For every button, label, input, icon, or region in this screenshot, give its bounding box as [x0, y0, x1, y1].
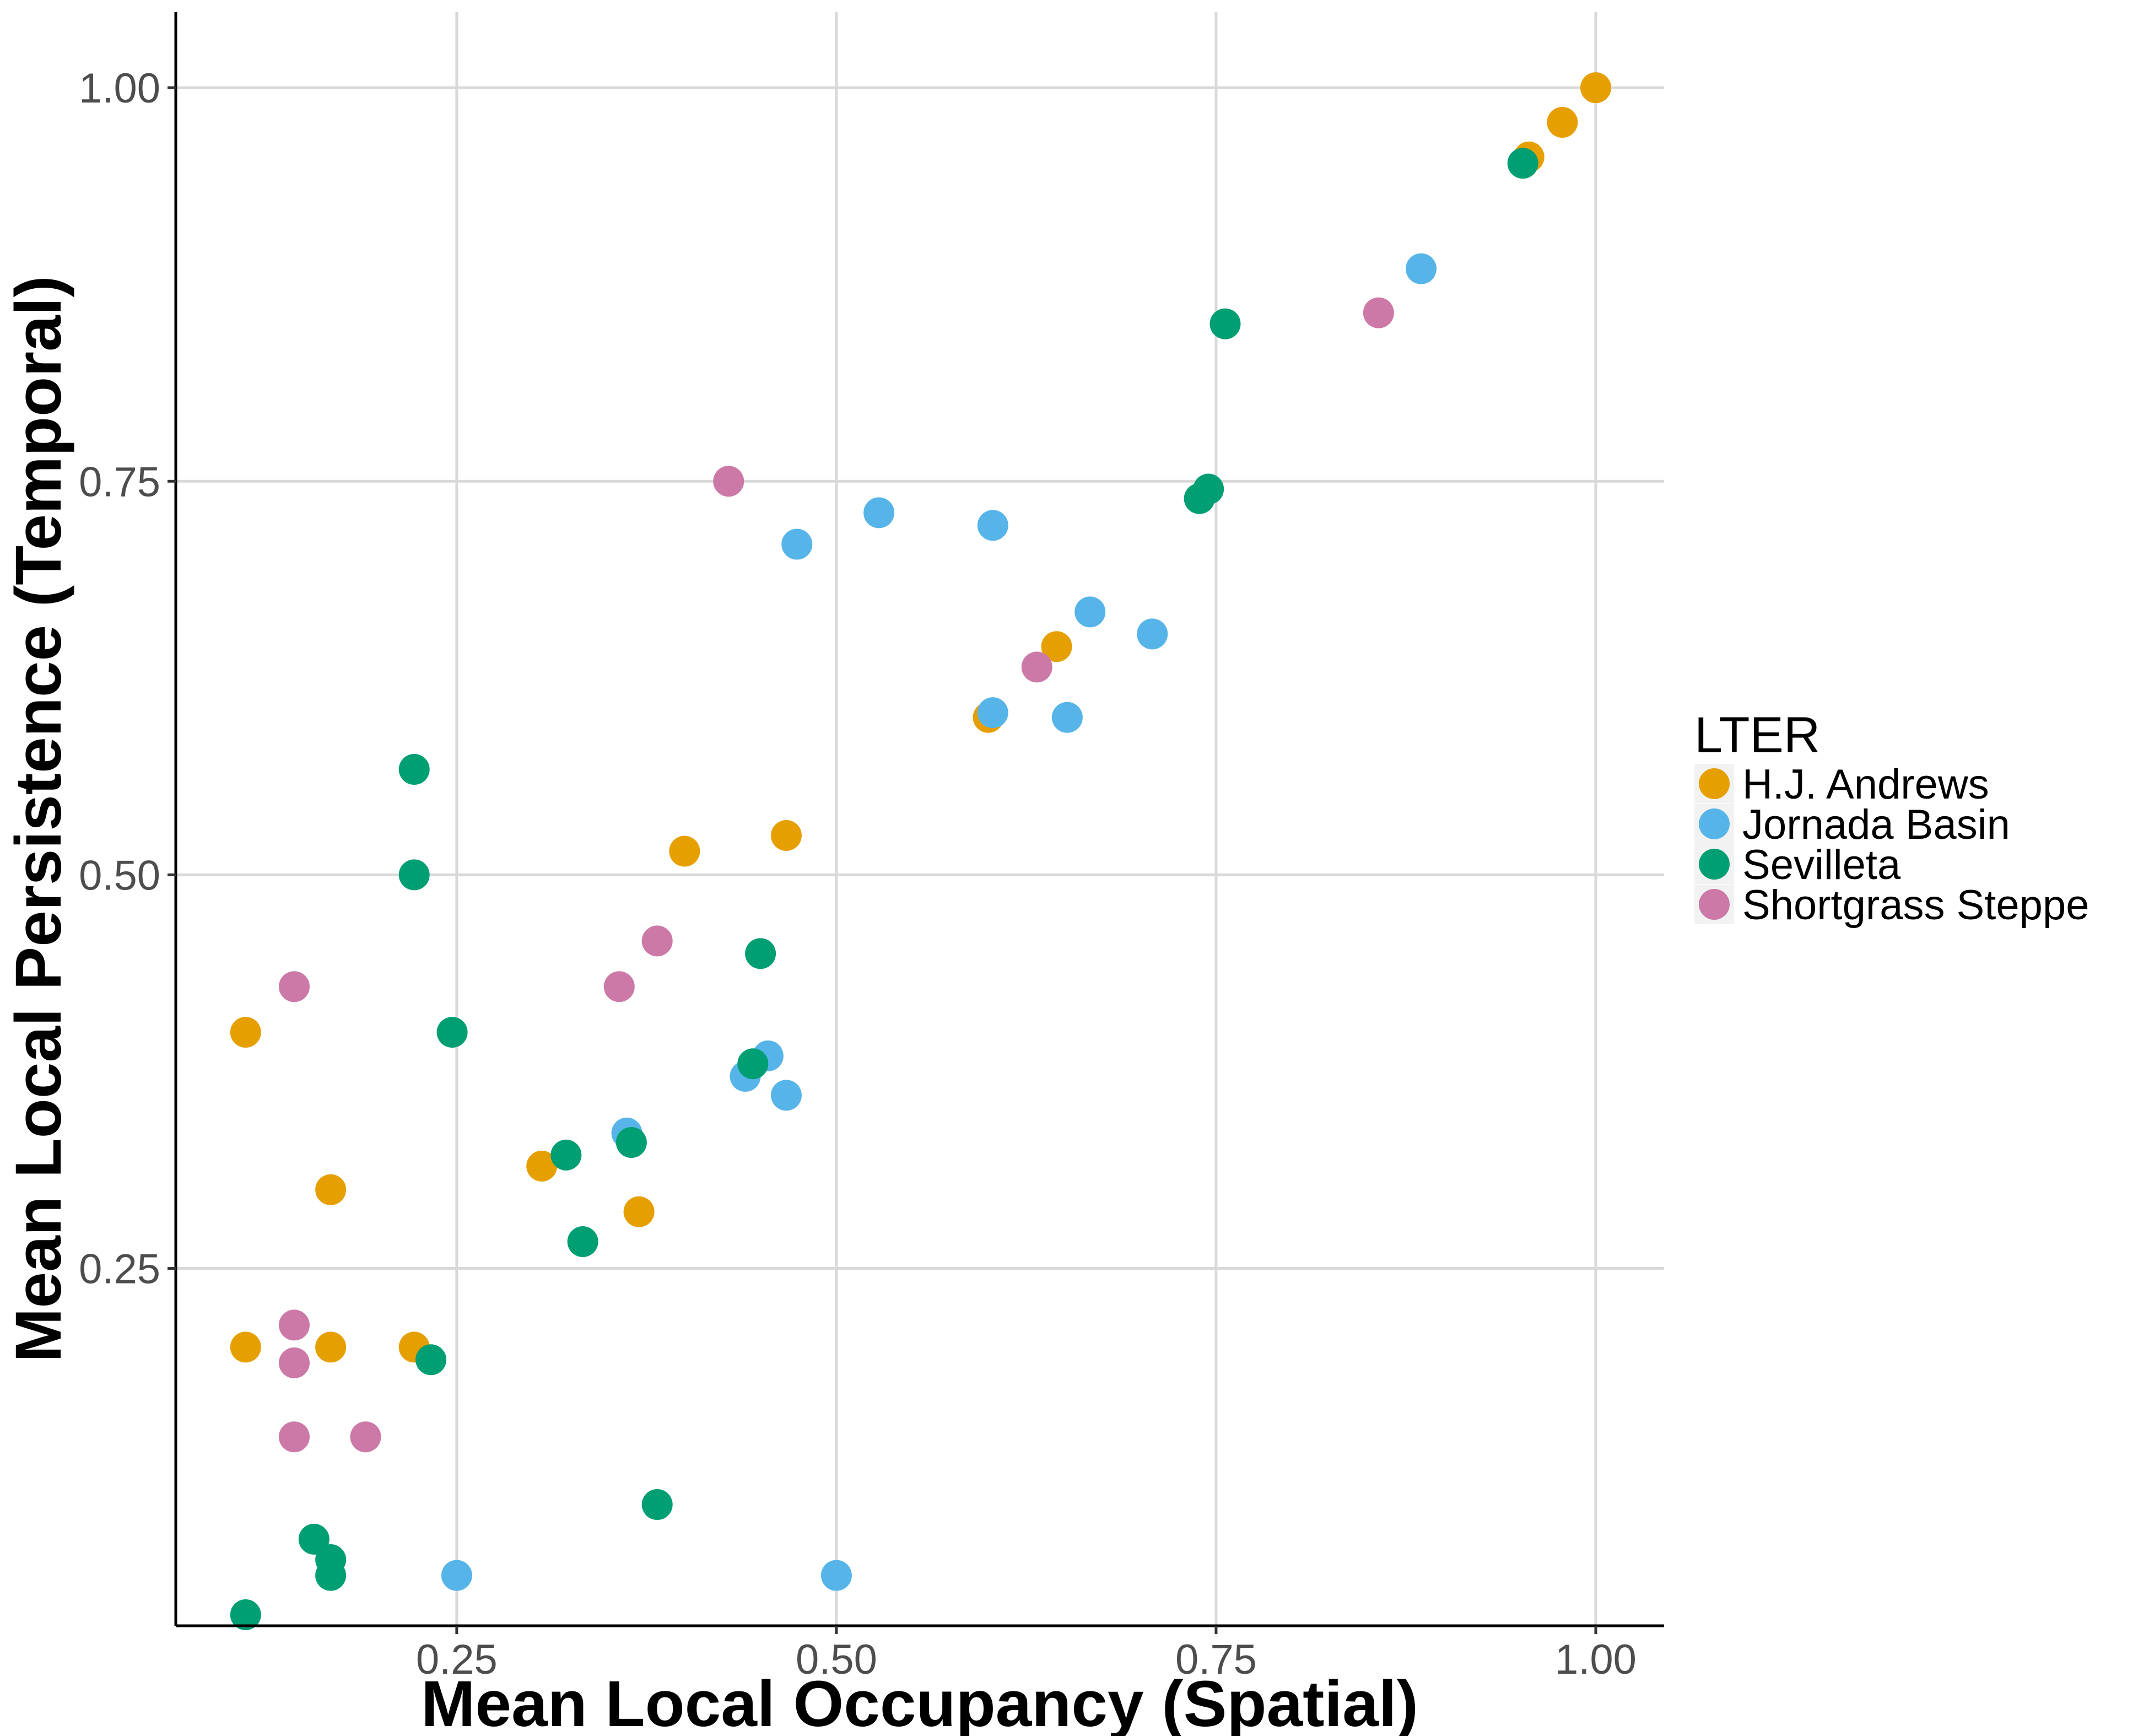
- points-layer: [230, 72, 1611, 1631]
- legend-label: Jornada Basin: [1742, 801, 2010, 848]
- data-point-jornada-basin: [977, 510, 1008, 541]
- legend-key-marker: [1699, 849, 1730, 880]
- data-point-shortgrass-steppe: [641, 925, 673, 957]
- data-point-h-j-andrews: [1580, 72, 1611, 104]
- ticks-layer: 0.25 0.50 0.75 1.00 0.25 0.50 0.75 1.00: [79, 65, 1637, 1683]
- data-point-jornada-basin: [770, 1080, 802, 1111]
- x-tick-label: 0.75: [1175, 1636, 1257, 1683]
- data-point-h-j-andrews: [1547, 106, 1578, 138]
- data-point-sevilleta: [615, 1127, 647, 1158]
- data-point-sevilleta: [315, 1560, 347, 1591]
- data-point-h-j-andrews: [315, 1174, 347, 1205]
- x-tick-label: 1.00: [1555, 1636, 1637, 1683]
- data-point-sevilleta: [230, 1599, 261, 1631]
- data-point-sevilleta: [737, 1048, 769, 1080]
- data-point-sevilleta: [745, 938, 776, 969]
- y-tick-label: 0.50: [79, 852, 160, 899]
- legend-label: H.J. Andrews: [1742, 761, 1989, 808]
- data-point-sevilleta: [1184, 483, 1215, 514]
- data-point-jornada-basin: [863, 497, 895, 529]
- data-point-jornada-basin: [1074, 596, 1106, 628]
- data-point-shortgrass-steppe: [278, 1421, 310, 1453]
- data-point-h-j-andrews: [1041, 631, 1072, 662]
- x-axis-title: Mean Local Occupancy (Spatial): [421, 1668, 1418, 1736]
- data-point-sevilleta: [567, 1226, 598, 1257]
- axes-layer: [174, 12, 1664, 1627]
- data-point-shortgrass-steppe: [1021, 651, 1052, 683]
- data-point-h-j-andrews: [230, 1017, 261, 1048]
- x-tick-label: 0.50: [796, 1636, 877, 1683]
- data-point-jornada-basin: [820, 1560, 852, 1591]
- data-point-jornada-basin: [441, 1560, 472, 1591]
- legend-key-marker: [1699, 889, 1730, 920]
- data-point-sevilleta: [415, 1344, 447, 1376]
- data-point-sevilleta: [641, 1489, 673, 1521]
- data-point-h-j-andrews: [669, 835, 700, 867]
- data-point-h-j-andrews: [770, 820, 802, 851]
- data-point-shortgrass-steppe: [278, 971, 310, 1002]
- data-point-sevilleta: [550, 1139, 582, 1171]
- data-point-jornada-basin: [1137, 618, 1168, 650]
- data-point-jornada-basin: [1406, 253, 1437, 284]
- data-point-shortgrass-steppe: [603, 971, 635, 1002]
- legend-key-marker: [1699, 808, 1730, 839]
- data-point-shortgrass-steppe: [1363, 297, 1394, 328]
- data-point-h-j-andrews: [526, 1150, 558, 1182]
- legend-key-marker: [1699, 768, 1730, 799]
- data-point-h-j-andrews: [230, 1331, 261, 1363]
- data-point-sevilleta: [398, 754, 430, 785]
- data-point-shortgrass-steppe: [278, 1347, 310, 1378]
- data-point-jornada-basin: [1051, 702, 1083, 733]
- data-point-h-j-andrews: [623, 1196, 655, 1227]
- data-point-sevilleta: [398, 859, 430, 891]
- legend-title: LTER: [1694, 707, 1820, 763]
- y-tick-label: 1.00: [79, 65, 160, 112]
- y-tick-label: 0.25: [79, 1246, 160, 1293]
- data-point-sevilleta: [1210, 308, 1241, 339]
- data-point-shortgrass-steppe: [350, 1421, 381, 1453]
- data-point-jornada-basin: [781, 529, 813, 560]
- legend-label: Sevilleta: [1742, 842, 1901, 888]
- grid-layer: [176, 12, 1664, 1626]
- data-point-shortgrass-steppe: [713, 466, 744, 497]
- y-tick-label: 0.75: [79, 459, 160, 505]
- data-point-h-j-andrews: [315, 1331, 347, 1363]
- y-axis-title: Mean Local Persistence (Temporal): [2, 276, 75, 1362]
- data-point-sevilleta: [298, 1523, 330, 1555]
- x-tick-label: 0.25: [416, 1636, 498, 1683]
- legend-label: Shortgrass Steppe: [1742, 882, 2089, 929]
- data-point-sevilleta: [436, 1017, 468, 1048]
- data-point-jornada-basin: [977, 697, 1008, 729]
- data-point-sevilleta: [1507, 148, 1538, 179]
- data-point-shortgrass-steppe: [278, 1309, 310, 1341]
